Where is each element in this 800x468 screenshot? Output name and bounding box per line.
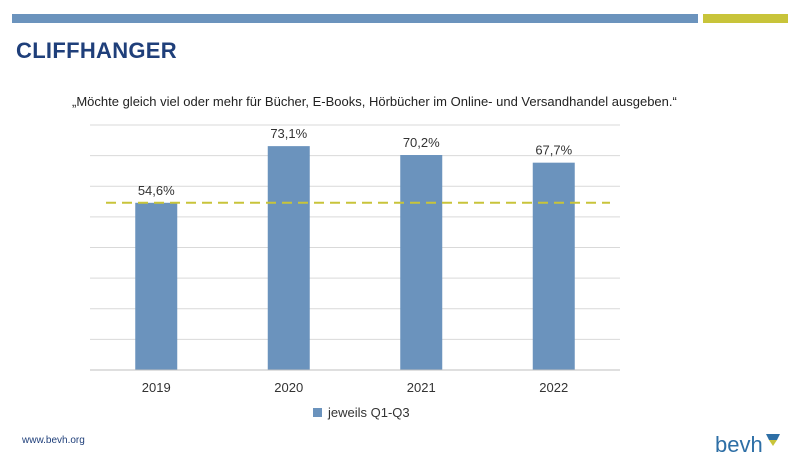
footer-url[interactable]: www.bevh.org xyxy=(22,435,85,446)
data-label-2020: 73,1% xyxy=(270,126,307,141)
bar-2021 xyxy=(400,155,443,370)
chart-legend: jeweils Q1-Q3 xyxy=(313,405,410,420)
bar-2022 xyxy=(532,162,575,370)
data-label-2019: 54,6% xyxy=(138,183,175,198)
page-title: CLIFFHANGER xyxy=(16,38,177,63)
x-tick-label-2022: 2022 xyxy=(539,380,568,395)
chart-subtitle: „Möchte gleich viel oder mehr für Bücher… xyxy=(72,94,677,109)
x-tick-label-2019: 2019 xyxy=(142,380,171,395)
logo-text: bevh xyxy=(715,432,763,457)
bar-2020 xyxy=(267,146,310,370)
header-bar-yellow xyxy=(703,14,788,23)
x-tick-label-2020: 2020 xyxy=(274,380,303,395)
legend-label: jeweils Q1-Q3 xyxy=(328,405,410,420)
data-label-2021: 70,2% xyxy=(403,135,440,150)
legend-swatch xyxy=(313,408,322,417)
data-label-2022: 67,7% xyxy=(535,143,572,158)
bevh-logo-icon xyxy=(765,434,780,446)
header-bar-blue xyxy=(12,14,698,23)
bevh-logo: bevh xyxy=(715,434,780,456)
x-tick-label-2021: 2021 xyxy=(407,380,436,395)
bar-2019 xyxy=(135,202,178,370)
